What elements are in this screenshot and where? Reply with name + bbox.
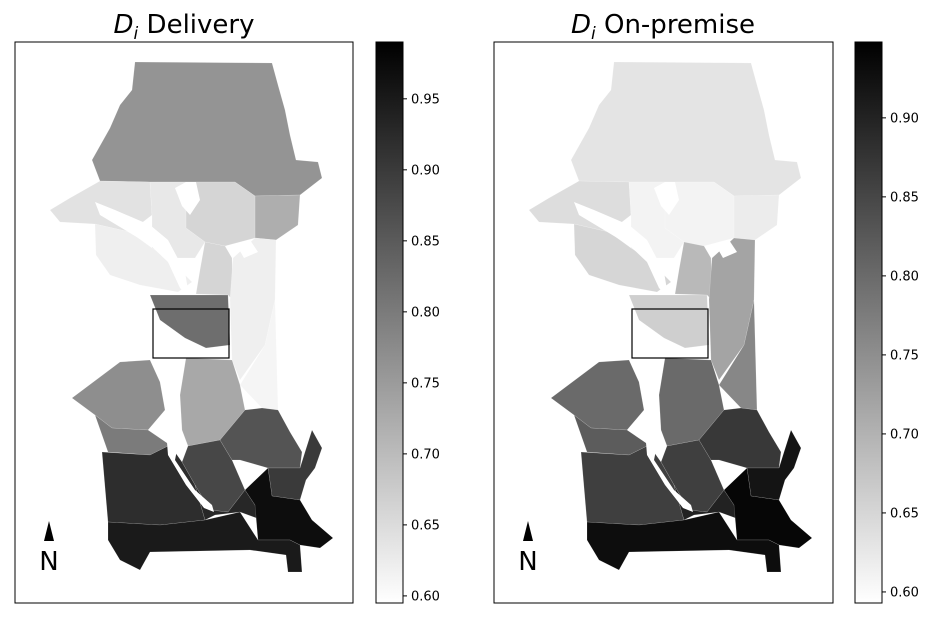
- panel-delivery: Di Delivery N 0.600.650.700.750.800.850.…: [14, 10, 440, 604]
- colorbar-tick-label: 0.70: [890, 427, 919, 442]
- title-variable: D: [114, 10, 134, 40]
- title-subscript: i: [134, 24, 139, 44]
- map-regions: [528, 61, 813, 573]
- colorbar-gradient: [854, 41, 883, 604]
- colorbar-tick-label: 0.75: [411, 376, 440, 391]
- panel-title: Di On-premise: [571, 10, 755, 44]
- colorbar-tick-label: 0.90: [411, 163, 440, 178]
- north-arrow-icon: [44, 521, 54, 541]
- colorbar-tick-label: 0.65: [411, 518, 440, 533]
- water-body: [654, 182, 679, 215]
- title-subscript: i: [591, 24, 596, 44]
- water-body: [236, 240, 258, 258]
- region-se-1: [219, 407, 303, 469]
- downtown-inset-box: [152, 308, 230, 359]
- colorbar-tick-label: 0.80: [411, 305, 440, 320]
- colorbar: 0.60 0.65 0.70 0.75 0.80 0.85 0.90 0.95: [375, 41, 440, 604]
- colorbar: 0.60 0.65 0.70 0.75 0.80 0.85 0.90: [854, 41, 919, 604]
- colorbar-tick-label: 0.90: [890, 111, 919, 126]
- colorbar-tick-label: 0.75: [890, 348, 919, 363]
- region-far-south: [586, 511, 782, 573]
- water-body: [175, 182, 200, 215]
- colorbar-tick-label: 0.85: [411, 234, 440, 249]
- water-body: [574, 202, 667, 294]
- title-variable: D: [571, 10, 591, 40]
- region-rainier-beach: [723, 467, 813, 549]
- north-label: N: [39, 547, 58, 577]
- colorbar-tick-label: 0.60: [411, 589, 440, 604]
- panel-on-premise: Di On-premise N 0.60 0.65 0.70 0.75 0.80 0.85…: [493, 10, 919, 604]
- north-arrow: N: [518, 521, 538, 577]
- colorbar-tick-label: 0.85: [890, 190, 919, 205]
- title-text: Delivery: [138, 10, 254, 40]
- title-text: On-premise: [596, 10, 755, 40]
- colorbar-tick-label: 0.70: [411, 447, 440, 462]
- colorbar-gradient: [375, 41, 404, 604]
- map-regions: [49, 61, 334, 573]
- region-rainier-beach: [244, 467, 334, 549]
- downtown-inset-box: [631, 308, 709, 359]
- region-lake-shore: [185, 181, 256, 247]
- north-arrow-icon: [523, 521, 533, 541]
- north-label: N: [518, 547, 537, 577]
- region-se-1: [698, 407, 782, 469]
- colorbar-tick-label: 0.80: [890, 269, 919, 284]
- region-far-south: [107, 511, 303, 573]
- water-body: [95, 202, 188, 294]
- colorbar-tick-label: 0.65: [890, 506, 919, 521]
- north-arrow: N: [39, 521, 59, 577]
- colorbar-tick-label: 0.95: [411, 92, 440, 107]
- region-lake-shore: [664, 181, 735, 247]
- panel-title: Di Delivery: [114, 10, 255, 44]
- colorbar-tick-label: 0.60: [890, 585, 919, 600]
- water-body: [715, 240, 737, 258]
